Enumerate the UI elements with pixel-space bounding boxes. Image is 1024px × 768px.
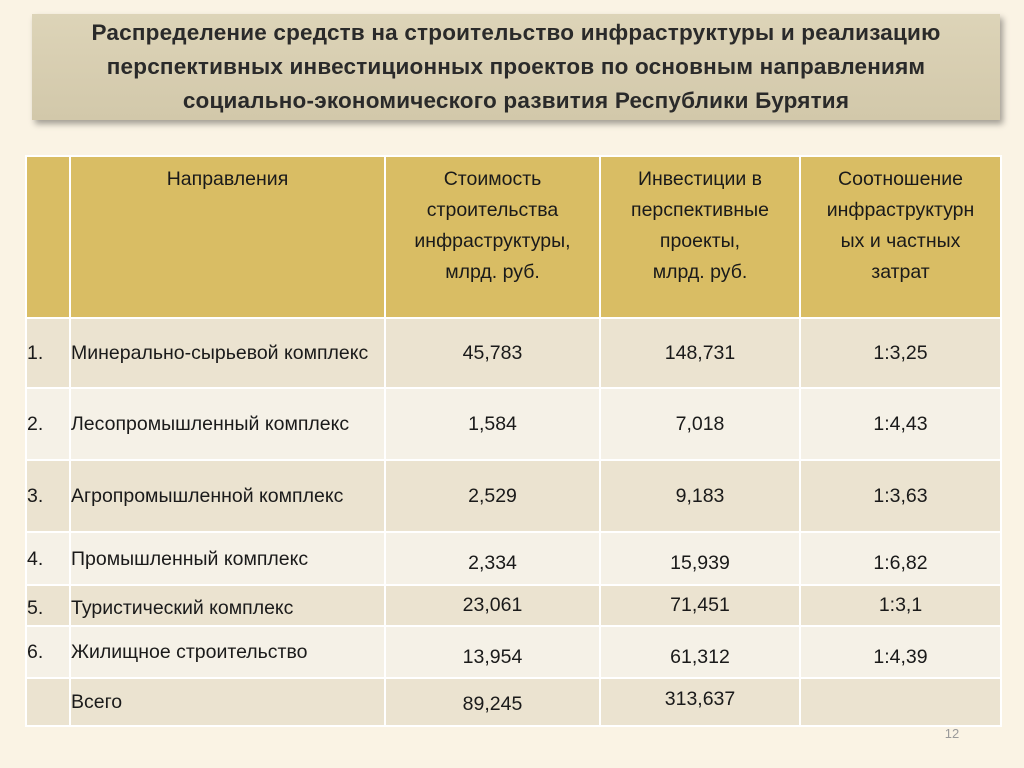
header-infrastructure-cost: Стоимость строительства инфраструктуры, …: [384, 155, 601, 319]
row-ratio: 1:4,43: [799, 387, 1002, 461]
row-cost: 2,334: [384, 531, 601, 586]
row-direction: Лесопромышленный комплекс: [69, 387, 386, 461]
row-number: 6.: [25, 625, 71, 679]
header-number: [25, 155, 71, 319]
row-investment: 15,939: [599, 531, 801, 586]
row-cost: 45,783: [384, 317, 601, 389]
header-directions: Направления: [69, 155, 386, 319]
row-ratio: 1:3,25: [799, 317, 1002, 389]
row-direction: Промышленный комплекс: [69, 531, 386, 586]
row-number: 5.: [25, 584, 71, 627]
row-direction: Жилищное строительство: [69, 625, 386, 679]
slide-number: 12: [944, 726, 960, 741]
total-ratio: [799, 677, 1002, 727]
row-investment: 7,018: [599, 387, 801, 461]
total-cost: 89,245: [384, 677, 601, 727]
table-row: 4. Промышленный комплекс 2,334 15,939 1:…: [25, 531, 1002, 586]
title-banner: Распределение средств на строительство и…: [32, 14, 1000, 120]
table-row: 3. Агропромышленной комплекс 2,529 9,183…: [25, 459, 1002, 533]
row-ratio: 1:3,63: [799, 459, 1002, 533]
row-ratio: 1:4,39: [799, 625, 1002, 679]
row-investment: 71,451: [599, 584, 801, 627]
row-direction: Туристический комплекс: [69, 584, 386, 627]
row-number: 2.: [25, 387, 71, 461]
row-number: 3.: [25, 459, 71, 533]
table-row-total: Всего 89,245 313,637: [25, 677, 1002, 727]
row-investment: 148,731: [599, 317, 801, 389]
row-cost: 23,061: [384, 584, 601, 627]
row-direction: Минерально-сырьевой комплекс: [69, 317, 386, 389]
row-cost: 2,529: [384, 459, 601, 533]
table-row: 2. Лесопромышленный комплекс 1,584 7,018…: [25, 387, 1002, 461]
row-number: [25, 677, 71, 727]
slide-title: Распределение средств на строительство и…: [91, 20, 941, 113]
header-ratio: Соотношение инфраструктурн ых и частных …: [799, 155, 1002, 319]
table-row: 6. Жилищное строительство 13,954 61,312 …: [25, 625, 1002, 679]
table-row: 1. Минерально-сырьевой комплекс 45,783 1…: [25, 317, 1002, 389]
allocation-table: Направления Стоимость строительства инфр…: [25, 155, 1002, 727]
row-number: 4.: [25, 531, 71, 586]
row-investment: 61,312: [599, 625, 801, 679]
row-direction: Агропромышленной комплекс: [69, 459, 386, 533]
header-investments: Инвестиции в перспективные проекты, млрд…: [599, 155, 801, 319]
table-header-row: Направления Стоимость строительства инфр…: [25, 155, 1002, 319]
table-row: 5. Туристический комплекс 23,061 71,451 …: [25, 584, 1002, 627]
total-investment: 313,637: [599, 677, 801, 727]
row-cost: 13,954: [384, 625, 601, 679]
row-number: 1.: [25, 317, 71, 389]
row-investment: 9,183: [599, 459, 801, 533]
row-direction: Всего: [69, 677, 386, 727]
row-cost: 1,584: [384, 387, 601, 461]
row-ratio: 1:3,1: [799, 584, 1002, 627]
row-ratio: 1:6,82: [799, 531, 1002, 586]
